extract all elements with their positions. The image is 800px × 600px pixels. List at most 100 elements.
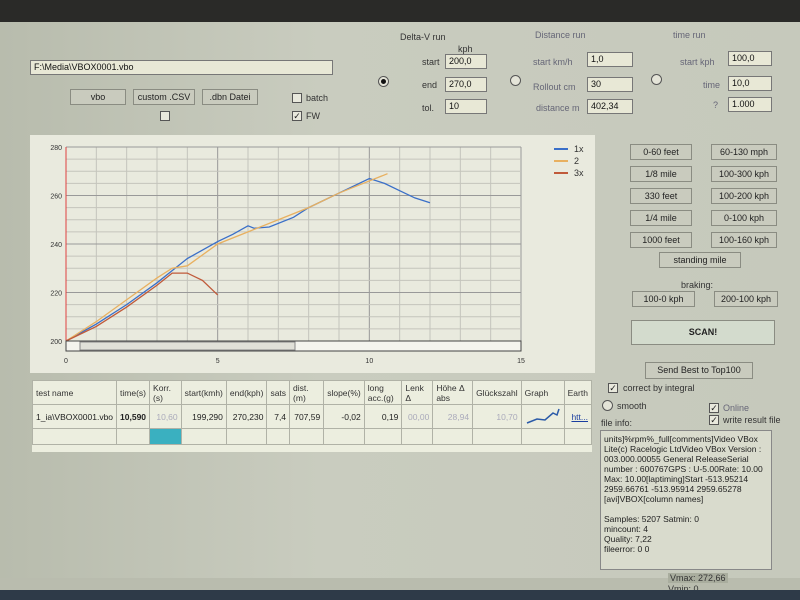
braking-100-0-button[interactable]: 100-0 kph xyxy=(632,291,695,307)
column-header[interactable]: Glückszahl xyxy=(472,380,522,405)
empty-cell xyxy=(116,428,151,445)
standing-mile-button[interactable]: standing mile xyxy=(659,252,741,268)
table-cell[interactable]: 10,70 xyxy=(472,404,522,429)
distance-input[interactable]: 402,34 xyxy=(587,99,633,114)
column-header[interactable]: dist.(m) xyxy=(289,380,325,405)
column-header[interactable]: sats xyxy=(266,380,291,405)
send-top100-button[interactable]: Send Best to Top100 xyxy=(645,362,753,379)
vmax-text: Vmax: 272,66 xyxy=(668,573,728,583)
preset-button-1-4-mile[interactable]: 1/4 mile xyxy=(630,210,692,226)
empty-cell xyxy=(363,428,403,445)
delta-start-input[interactable]: 200,0 xyxy=(445,54,487,69)
speed-chart: 200 220 240 260 280 0 5 10 15 1x 2 3x xyxy=(30,135,595,373)
table-cell[interactable]: 00,00 xyxy=(401,404,434,429)
table-cell[interactable]: htt... xyxy=(563,404,593,429)
column-header[interactable]: Graph xyxy=(520,380,565,405)
table-cell[interactable]: 707,59 xyxy=(289,404,325,429)
preset-button-100-160-kph[interactable]: 100-160 kph xyxy=(711,232,777,248)
question-spinner[interactable]: 1.000 xyxy=(728,97,772,112)
column-header[interactable]: long acc.(g) xyxy=(363,380,403,405)
rollout-label: Rollout cm xyxy=(533,82,576,92)
empty-cell xyxy=(225,428,268,445)
column-header[interactable]: start(kmh) xyxy=(180,380,227,405)
table-cell[interactable]: 10,590 xyxy=(116,404,151,429)
table-cell[interactable]: 0,19 xyxy=(363,404,403,429)
batch-label: batch xyxy=(306,93,329,103)
distance-start-input[interactable]: 1,0 xyxy=(587,52,633,67)
fw-checkbox[interactable]: ✓ xyxy=(292,111,302,121)
delta-end-input[interactable]: 270,0 xyxy=(445,77,487,92)
table-cell[interactable]: 10,60 xyxy=(149,404,182,429)
batch-checkbox[interactable] xyxy=(292,93,302,103)
taskbar xyxy=(0,590,800,600)
series-line-1x xyxy=(65,177,431,342)
vbo-button[interactable]: vbo xyxy=(70,89,126,105)
column-header[interactable]: slope(%) xyxy=(323,380,365,405)
dbn-button[interactable]: .dbn Datei xyxy=(202,89,258,105)
preset-button-60-130-mph[interactable]: 60-130 mph xyxy=(711,144,777,160)
file-path-input[interactable]: F:\Media\VBOX0001.vbo xyxy=(30,60,333,75)
tol-input[interactable]: 10 xyxy=(445,99,487,114)
table-cell[interactable] xyxy=(520,404,565,429)
preset-button-330-feet[interactable]: 330 feet xyxy=(630,188,692,204)
table-cell[interactable]: 199,290 xyxy=(180,404,227,429)
preset-button-1000-feet[interactable]: 1000 feet xyxy=(630,232,692,248)
fileerror-text: fileerror: 0 0 xyxy=(604,544,650,554)
title-bar xyxy=(0,0,800,22)
delta-v-radio[interactable] xyxy=(378,76,389,87)
empty-cell xyxy=(149,428,182,445)
empty-cell xyxy=(563,428,593,445)
empty-cell xyxy=(401,428,434,445)
column-header[interactable]: Lenk Δ xyxy=(401,380,434,405)
time-start-label: start kph xyxy=(680,57,715,67)
preset-button-100-200-kph[interactable]: 100-200 kph xyxy=(711,188,777,204)
smooth-radio[interactable] xyxy=(602,400,613,411)
table-cell[interactable]: 7,4 xyxy=(266,404,291,429)
column-header[interactable]: Höhe Δ abs xyxy=(432,380,474,405)
braking-200-100-button[interactable]: 200-100 kph xyxy=(714,291,778,307)
file-info-textbox[interactable]: units]%rpm%_full[comments]Video VBox Lit… xyxy=(600,430,772,570)
table-cell[interactable]: -0,02 xyxy=(323,404,365,429)
y-tick-label: 220 xyxy=(50,291,62,298)
column-header[interactable]: Korr.(s) xyxy=(149,380,182,405)
correct-by-integral-checkbox[interactable]: ✓ xyxy=(608,383,618,393)
samples-text: Samples: 5207 Satmin: 0 xyxy=(604,514,699,524)
x-tick-label: 15 xyxy=(517,358,525,365)
column-header[interactable]: time(s) xyxy=(116,380,151,405)
table-row[interactable]: 1_ia\VBOX0001.vbo 10,590 10,60 199,290 270,2… xyxy=(31,404,593,429)
x-tick-label: 10 xyxy=(365,358,373,365)
distance-radio[interactable] xyxy=(510,75,521,86)
write-result-checkbox[interactable]: ✓ xyxy=(709,415,719,425)
preset-button-0-60-feet[interactable]: 0-60 feet xyxy=(630,144,692,160)
empty-cell xyxy=(180,428,227,445)
column-header[interactable]: end(kph) xyxy=(225,380,268,405)
braking-label: braking: xyxy=(681,280,714,290)
online-label: Online xyxy=(723,403,750,413)
table-cell[interactable]: 28,94 xyxy=(432,404,474,429)
time-input[interactable]: 10,0 xyxy=(728,76,772,91)
correct-label: correct by integral xyxy=(623,383,695,393)
time-start-input[interactable]: 100,0 xyxy=(728,51,772,66)
online-checkbox[interactable]: ✓ xyxy=(709,403,719,413)
preset-button-100-300-kph[interactable]: 100-300 kph xyxy=(711,166,777,182)
end-label: end xyxy=(422,80,438,90)
rollout-input[interactable]: 30 xyxy=(587,77,633,92)
vmin-text: Vmin: 0 xyxy=(668,584,699,594)
column-header[interactable]: test name xyxy=(31,380,118,405)
y-tick-label: 260 xyxy=(50,194,62,201)
file-info-label: file info: xyxy=(601,418,633,428)
unlabeled-checkbox[interactable] xyxy=(160,111,170,121)
table-cell[interactable]: 1_ia\VBOX0001.vbo xyxy=(31,404,118,429)
table-cell[interactable]: 270,230 xyxy=(225,404,268,429)
scrollbar-thumb xyxy=(79,341,296,351)
x-tick-label: 5 xyxy=(216,358,220,365)
legend-label-1x: 1x xyxy=(574,144,584,154)
y-tick-label: 280 xyxy=(50,145,62,152)
preset-button-1-8-mile[interactable]: 1/8 mile xyxy=(630,166,692,182)
scan-button[interactable]: SCAN! xyxy=(631,320,775,345)
custom-csv-button[interactable]: custom .CSV xyxy=(133,89,195,105)
time-run-radio[interactable] xyxy=(651,74,662,85)
preset-button-0-100-kph[interactable]: 0-100 kph xyxy=(711,210,777,226)
column-header[interactable]: Earth xyxy=(563,380,593,405)
empty-cell xyxy=(289,428,325,445)
